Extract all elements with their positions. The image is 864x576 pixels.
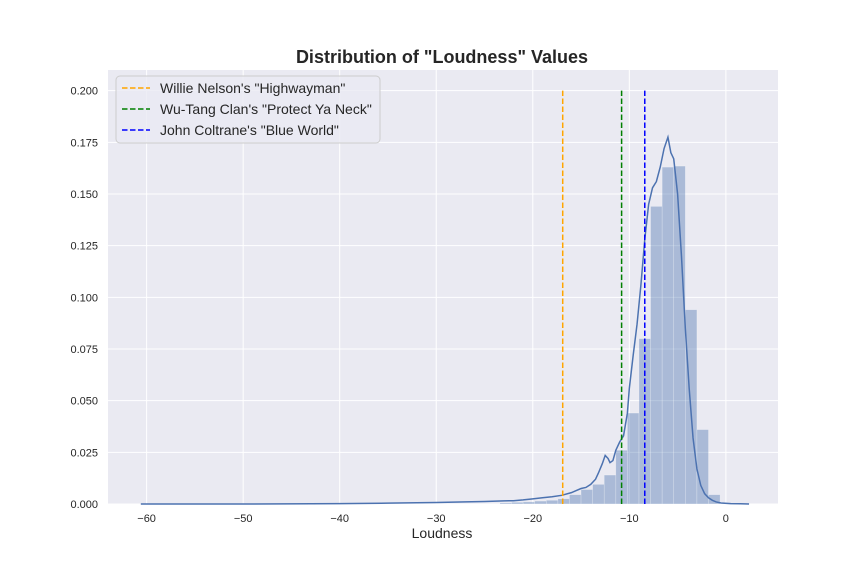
kde-curve	[140, 134, 750, 505]
histogram-bar	[545, 499, 559, 505]
x-tick-label: −30	[427, 513, 446, 525]
y-tick-label: 0.100	[70, 292, 98, 304]
y-tick-label: 0.200	[70, 86, 98, 98]
histogram-bar	[569, 494, 582, 505]
x-tick-label: −40	[330, 513, 349, 525]
histogram-bar	[511, 502, 524, 505]
histogram-bar	[557, 498, 570, 505]
x-axis-ticks: −60 −50 −40 −30 −20 −10 0	[137, 513, 729, 525]
y-tick-label: 0.075	[70, 344, 98, 356]
histogram-bar	[499, 502, 512, 505]
histogram-bar	[627, 412, 640, 505]
y-tick-label: 0.175	[70, 137, 98, 149]
x-tick-label: −50	[234, 513, 253, 525]
legend-box	[115, 75, 381, 144]
y-axis-ticks: 0.000 0.025 0.050 0.075 0.100 0.125 0.150 0.175…	[70, 86, 98, 511]
legend-label: John Coltrane's "Blue World"	[160, 122, 339, 138]
y-tick-label: 0.050	[70, 396, 98, 408]
legend-label: Willie Nelson's "Highwayman"	[160, 80, 345, 96]
x-axis-label: Loudness	[412, 525, 473, 541]
y-tick-label: 0.025	[70, 447, 98, 459]
reference-lines	[561, 90, 646, 504]
histogram-bar	[696, 429, 709, 505]
x-tick-label: −60	[137, 513, 156, 525]
legend: Willie Nelson's "Highwayman" Wu-Tang Clan…	[115, 75, 381, 144]
x-tick-label: −10	[620, 513, 639, 525]
histogram-bar	[580, 489, 593, 505]
histogram-bar	[708, 494, 721, 505]
histogram-bar	[522, 501, 536, 505]
histogram-bar	[603, 474, 617, 505]
chart-title: Distribution of "Loudness" Values	[296, 47, 588, 67]
legend-label: Wu-Tang Clan's "Protect Ya Neck"	[160, 101, 372, 117]
y-tick-label: 0.125	[70, 241, 98, 253]
histogram-bar	[592, 484, 605, 505]
y-tick-label: 0.000	[70, 499, 98, 511]
histogram-bar	[661, 166, 675, 505]
histogram-bar	[534, 500, 547, 505]
x-tick-label: −20	[523, 513, 542, 525]
y-tick-label: 0.150	[70, 189, 98, 201]
histogram-bar	[650, 206, 663, 505]
kde-curve-group	[140, 134, 750, 505]
x-tick-label: 0	[723, 513, 729, 525]
